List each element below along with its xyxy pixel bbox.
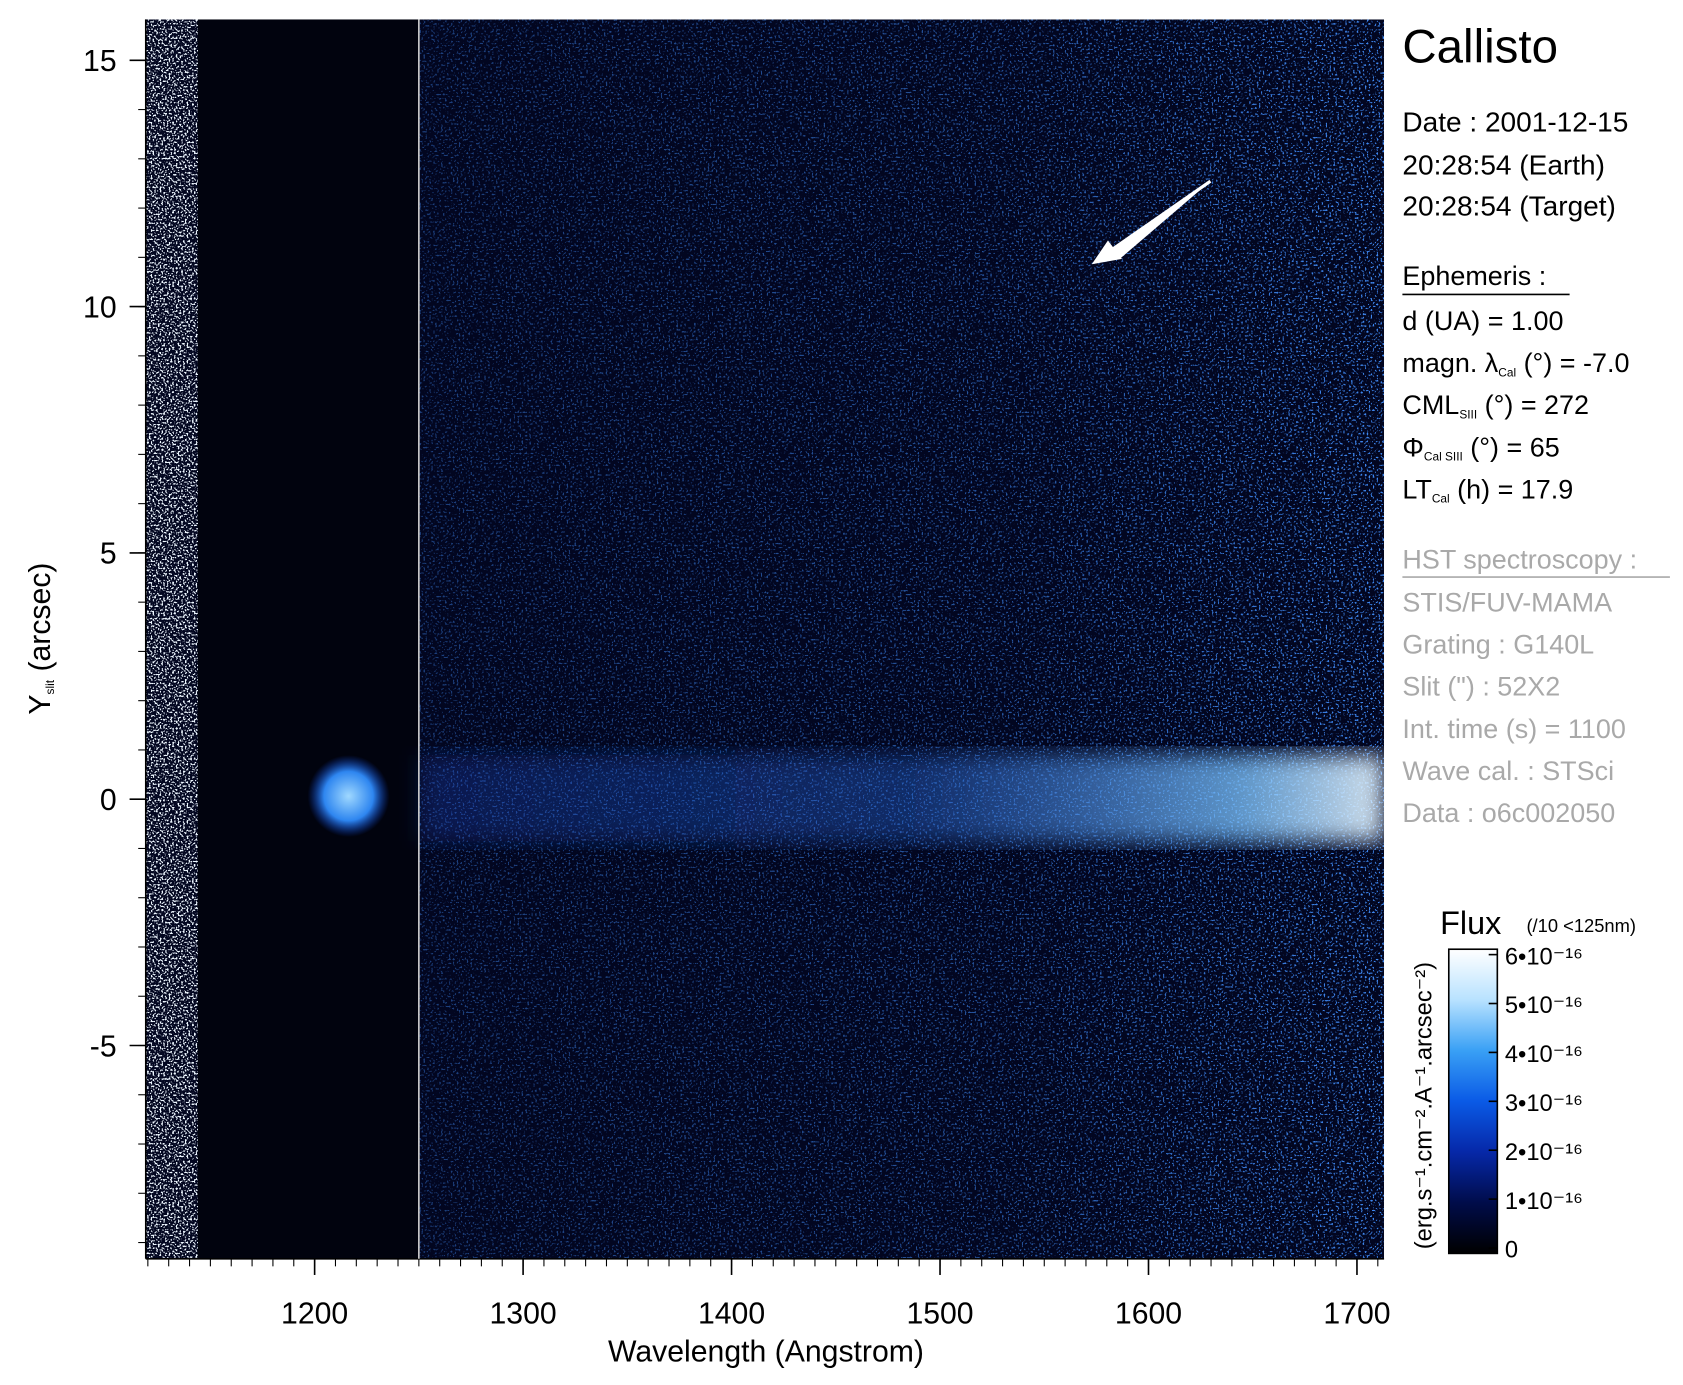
ephemeris-text: (°) = -7.0 (1516, 348, 1629, 378)
hst: STIS/FUV-MAMA Grating : G140L Slit (") : 5… (1402, 588, 1625, 828)
subscript: Cal (1432, 492, 1450, 506)
colorbar-label: (erg.s⁻¹.cm⁻².A⁻¹.arcsec⁻²) (1412, 962, 1438, 1249)
hst-line: Int. time (s) = 1100 (1402, 714, 1625, 744)
ephemeris-text: (°) = 65 (1463, 432, 1560, 462)
y-tick-label: 10 (83, 291, 117, 324)
colorbar-tick-label: 0 (1505, 1238, 1518, 1264)
spectral-image (145, 19, 1385, 1259)
ephemeris-line: LTCal (h) = 17.9 (1402, 474, 1573, 505)
colorbar-tick-label: 1•10⁻¹⁶ (1505, 1189, 1583, 1215)
ephemeris-title: Ephemeris : (1402, 261, 1546, 291)
subscript: Cal (1498, 365, 1516, 379)
ephemeris-text: LT (1402, 474, 1431, 504)
colorbar-note: (/10 <125nm) (1526, 915, 1636, 936)
ephemeris-text: (h) = 17.9 (1450, 474, 1574, 504)
colorbar-title: Flux (1440, 905, 1501, 941)
colorbar-tick-label: 6•10⁻¹⁶ (1505, 944, 1583, 970)
ephemeris-text: magn. λ (1402, 348, 1498, 378)
y-tick-label: 15 (83, 45, 117, 78)
hst-line: Slit (") : 52X2 (1402, 672, 1560, 702)
x-tick-label: 1400 (698, 1298, 765, 1331)
colorbar-tick-label: 4•10⁻¹⁶ (1505, 1042, 1583, 1068)
colorbar: 0 1•10⁻¹⁶ 2•10⁻¹⁶ 3•10⁻¹⁶ 4•10⁻¹⁶ 5•10⁻¹⁶ 6•10… (1447, 944, 1583, 1264)
y-axis-title: Yslit (arcsec) (24, 563, 57, 715)
y-tick-label: 0 (100, 784, 117, 817)
ephemeris-line: d (UA) = 1.00 (1402, 306, 1563, 336)
ephemeris-text: Φ (1402, 432, 1424, 462)
ephemeris-line: magn. λCal (°) = -7.0 (1402, 348, 1629, 379)
x-tick-label: 1200 (281, 1298, 348, 1331)
y-title-part: (arcsec) (24, 563, 57, 680)
x-tick-label: 1500 (906, 1298, 973, 1331)
date-line: Date : 2001-12-15 (1402, 107, 1628, 138)
subscript: SIII (1459, 408, 1477, 422)
colorbar-tick-label: 3•10⁻¹⁶ (1505, 1091, 1583, 1117)
y-tick-label: 5 (100, 538, 117, 571)
hst-line: Data : o6c002050 (1402, 798, 1615, 828)
hst-line: STIS/FUV-MAMA (1402, 588, 1612, 618)
ephemeris-text: CML (1402, 390, 1459, 420)
ephemeris-text: (°) = 272 (1477, 390, 1589, 420)
title: Callisto (1402, 21, 1558, 74)
date-line: 20:28:54 (Target) (1402, 191, 1615, 222)
colorbar-tick-label: 5•10⁻¹⁶ (1505, 993, 1583, 1019)
y-title-subscript: slit (43, 679, 57, 694)
y-tick-label: -5 (90, 1030, 117, 1063)
x-tick-label: 1700 (1323, 1298, 1390, 1331)
hst-line: Wave cal. : STSci (1402, 756, 1614, 786)
date-line: 20:28:54 (Earth) (1402, 150, 1605, 181)
x-tick-label: 1300 (490, 1298, 557, 1331)
ephemeris-text: d (UA) = 1.00 (1402, 306, 1563, 336)
subscript: Cal SIII (1424, 450, 1463, 464)
ephemeris-line: ΦCal SIII (°) = 65 (1402, 432, 1559, 463)
axes: 1200 1300 1400 1500 1600 1700 15 10 5 0 -5 (83, 19, 1391, 1331)
hst-title: HST spectroscopy : (1402, 544, 1637, 574)
y-title-part: Y (24, 694, 57, 714)
x-axis-title: Wavelength (Angstrom) (608, 1335, 924, 1368)
ephemeris-line: CMLSIII (°) = 272 (1402, 390, 1589, 421)
x-tick-label: 1600 (1115, 1298, 1182, 1331)
hst-line: Grating : G140L (1402, 630, 1594, 660)
colorbar-tick-label: 2•10⁻¹⁶ (1505, 1140, 1583, 1166)
